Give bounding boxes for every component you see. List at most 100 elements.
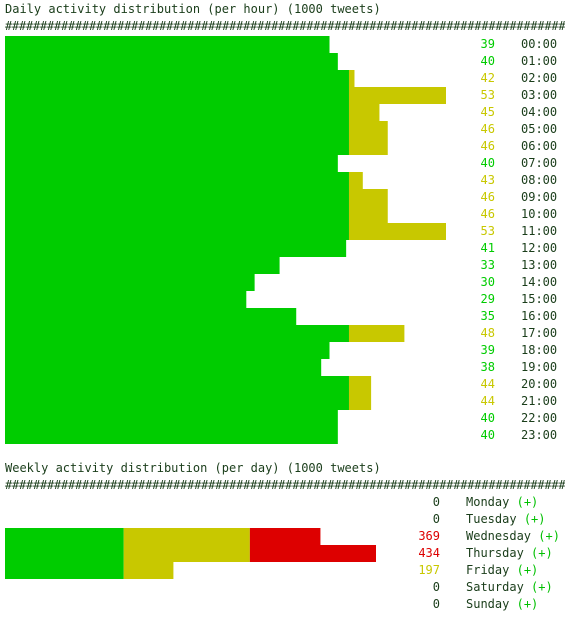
hourly-bar-14:00 [5, 274, 255, 291]
weekly-bar-mid-Wednesday [123, 528, 250, 545]
hourly-bars [5, 36, 446, 444]
hourly-value: 46 [480, 138, 495, 153]
hourly-bar-extra-17:00 [348, 325, 405, 342]
weekly-day-name: Saturday [466, 579, 524, 594]
hourly-value: 41 [480, 240, 495, 255]
hourly-hour-label: 06:00 [521, 138, 558, 153]
weekly-expand-link[interactable]: (+) [531, 545, 553, 560]
hourly-value: 46 [480, 206, 495, 221]
weekly-separator: ########################################… [5, 478, 565, 492]
weekly-day-name: Sunday [466, 596, 510, 611]
weekly-expand-link[interactable]: (+) [516, 562, 539, 577]
hourly-bar-extra-20:00 [348, 376, 372, 393]
hourly-hour-label: 17:00 [521, 325, 558, 340]
hourly-hour-label: 12:00 [521, 240, 558, 255]
weekly-day-label: Wednesday (+) [466, 528, 560, 545]
hourly-bar-06:00 [5, 138, 349, 155]
weekly-chart-title: Weekly activity distribution (per day) (… [5, 461, 381, 475]
hourly-bar-extra-08:00 [348, 172, 363, 189]
hourly-value: 44 [480, 393, 495, 408]
hourly-bar-03:00 [5, 87, 349, 104]
hourly-value: 53 [480, 87, 495, 102]
hourly-hour-label: 16:00 [521, 308, 558, 323]
weekly-value: 0 [432, 579, 440, 594]
hourly-value: 40 [480, 427, 495, 442]
weekly-value: 369 [418, 528, 440, 543]
hourly-hour-label: 14:00 [521, 274, 558, 289]
hourly-hour-label: 00:00 [521, 36, 558, 51]
hourly-bar-extra-05:00 [348, 121, 388, 138]
hourly-hour-label: 05:00 [521, 121, 558, 136]
hourly-bar-09:00 [5, 189, 349, 206]
hourly-bar-16:00 [5, 308, 297, 325]
hourly-hour-label: 08:00 [521, 172, 558, 187]
hourly-bar-extra-04:00 [348, 104, 380, 121]
weekly-expand-link[interactable]: (+) [538, 528, 560, 543]
hourly-bar-extra-11:00 [348, 223, 446, 240]
hourly-hour-label: 10:00 [521, 206, 558, 221]
hourly-bar-13:00 [5, 257, 280, 274]
hourly-bar-05:00 [5, 121, 349, 138]
weekly-day-name: Wednesday [466, 528, 532, 543]
hourly-bar-08:00 [5, 172, 349, 189]
weekly-day-label: Friday (+) [466, 562, 538, 579]
hourly-bar-17:00 [5, 325, 349, 342]
weekly-day-label: Thursday (+) [466, 545, 553, 562]
hourly-value: 40 [480, 53, 495, 68]
hourly-hour-label: 23:00 [521, 427, 558, 442]
hourly-value: 43 [480, 172, 495, 187]
hourly-hour-label: 01:00 [521, 53, 558, 68]
weekly-expand-link[interactable]: (+) [516, 596, 539, 611]
hourly-bar-11:00 [5, 223, 349, 240]
weekly-value: 434 [418, 545, 440, 560]
hourly-value: 46 [480, 121, 495, 136]
weekly-value: 0 [432, 596, 440, 611]
weekly-day-label: Saturday (+) [466, 579, 553, 596]
hourly-value: 35 [480, 308, 495, 323]
hourly-hour-label: 03:00 [521, 87, 558, 102]
hourly-value: 44 [480, 376, 495, 391]
weekly-value: 197 [418, 562, 440, 577]
weekly-expand-link[interactable]: (+) [523, 511, 546, 526]
hourly-bar-extra-06:00 [348, 138, 388, 155]
weekly-expand-link[interactable]: (+) [516, 494, 539, 509]
hourly-value: 48 [480, 325, 495, 340]
hourly-value: 30 [480, 274, 495, 289]
hourly-hour-label: 19:00 [521, 359, 558, 374]
hourly-value: 38 [480, 359, 495, 374]
hourly-value: 29 [480, 291, 495, 306]
hourly-hour-label: 13:00 [521, 257, 558, 272]
weekly-expand-link[interactable]: (+) [531, 579, 553, 594]
weekly-bar-high-Wednesday [249, 528, 321, 545]
hourly-hour-label: 11:00 [521, 223, 558, 238]
hourly-value: 46 [480, 189, 495, 204]
hourly-hour-label: 15:00 [521, 291, 558, 306]
hourly-bar-04:00 [5, 104, 349, 121]
hourly-bar-00:00 [5, 36, 330, 53]
hourly-bar-02:00 [5, 70, 349, 87]
weekly-bar-Friday [5, 562, 124, 579]
hourly-value: 53 [480, 223, 495, 238]
hourly-bar-01:00 [5, 53, 338, 70]
hourly-bar-19:00 [5, 359, 322, 376]
hourly-hour-label: 18:00 [521, 342, 558, 357]
weekly-value: 0 [432, 511, 440, 526]
weekly-day-label: Sunday (+) [466, 596, 538, 613]
weekly-day-name: Thursday [466, 545, 524, 560]
hourly-separator: ########################################… [5, 19, 565, 33]
hourly-bar-21:00 [5, 393, 349, 410]
hourly-hour-label: 07:00 [521, 155, 558, 170]
weekly-day-name: Friday [466, 562, 510, 577]
hourly-hour-label: 22:00 [521, 410, 558, 425]
hourly-hour-label: 21:00 [521, 393, 558, 408]
hourly-bar-extra-21:00 [348, 393, 372, 410]
hourly-hour-label: 04:00 [521, 104, 558, 119]
hourly-bar-07:00 [5, 155, 338, 172]
weekly-day-name: Monday [466, 494, 510, 509]
hourly-value: 42 [480, 70, 495, 85]
weekly-bar-Thursday [5, 545, 124, 562]
hourly-chart-title: Daily activity distribution (per hour) (… [5, 2, 381, 16]
weekly-bar-high-Thursday [249, 545, 376, 562]
weekly-bar-mid-Friday [123, 562, 174, 579]
